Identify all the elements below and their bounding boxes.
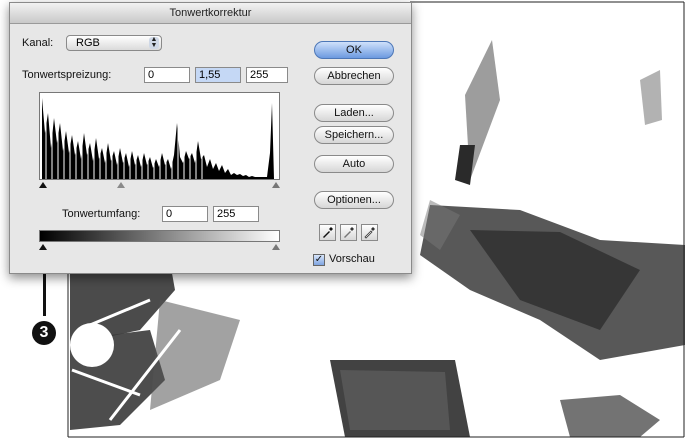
options-button[interactable]: Optionen... [314,191,394,209]
callout-marker: 3 [32,321,56,345]
dialog-title: Tonwertkorrektur [10,3,411,24]
preview-checkbox[interactable]: ✓ [313,254,325,266]
stepper-arrows-icon: ▲ ▼ [149,36,159,49]
channel-value: RGB [76,37,100,49]
output-gradient-bar [39,230,280,242]
input-levels-label: Tonwertspreizung: [22,69,112,81]
black-eyedropper-icon[interactable] [319,224,336,241]
levels-dialog: Tonwertkorrektur Kanal: RGB ▲ ▼ Tonwertsp… [9,2,412,274]
output-levels-label: Tonwertumfang: [62,208,141,220]
input-gamma-field[interactable]: 1,55 [195,67,241,83]
output-white-field[interactable]: 255 [213,206,259,222]
channel-select[interactable]: RGB ▲ ▼ [66,35,162,51]
channel-label: Kanal: [22,37,54,49]
input-gamma-slider[interactable] [117,182,125,188]
input-white-slider[interactable] [272,182,280,188]
checkmark-icon: ✓ [314,254,324,265]
auto-button[interactable]: Auto [314,155,394,173]
callout-line [43,256,46,316]
load-button[interactable]: Laden... [314,104,394,122]
white-eyedropper-icon[interactable] [361,224,378,241]
preview-label: Vorschau [329,253,375,265]
histogram [39,92,280,180]
histogram-graph [42,93,274,179]
ok-button[interactable]: OK [314,41,394,59]
output-black-slider[interactable] [39,244,47,250]
output-black-field[interactable]: 0 [162,206,208,222]
output-white-slider[interactable] [272,244,280,250]
gray-eyedropper-icon[interactable] [340,224,357,241]
cancel-button[interactable]: Abbrechen [314,67,394,85]
input-black-field[interactable]: 0 [144,67,190,83]
input-black-slider[interactable] [39,182,47,188]
input-white-field[interactable]: 255 [246,67,288,83]
save-button[interactable]: Speichern... [314,126,394,144]
